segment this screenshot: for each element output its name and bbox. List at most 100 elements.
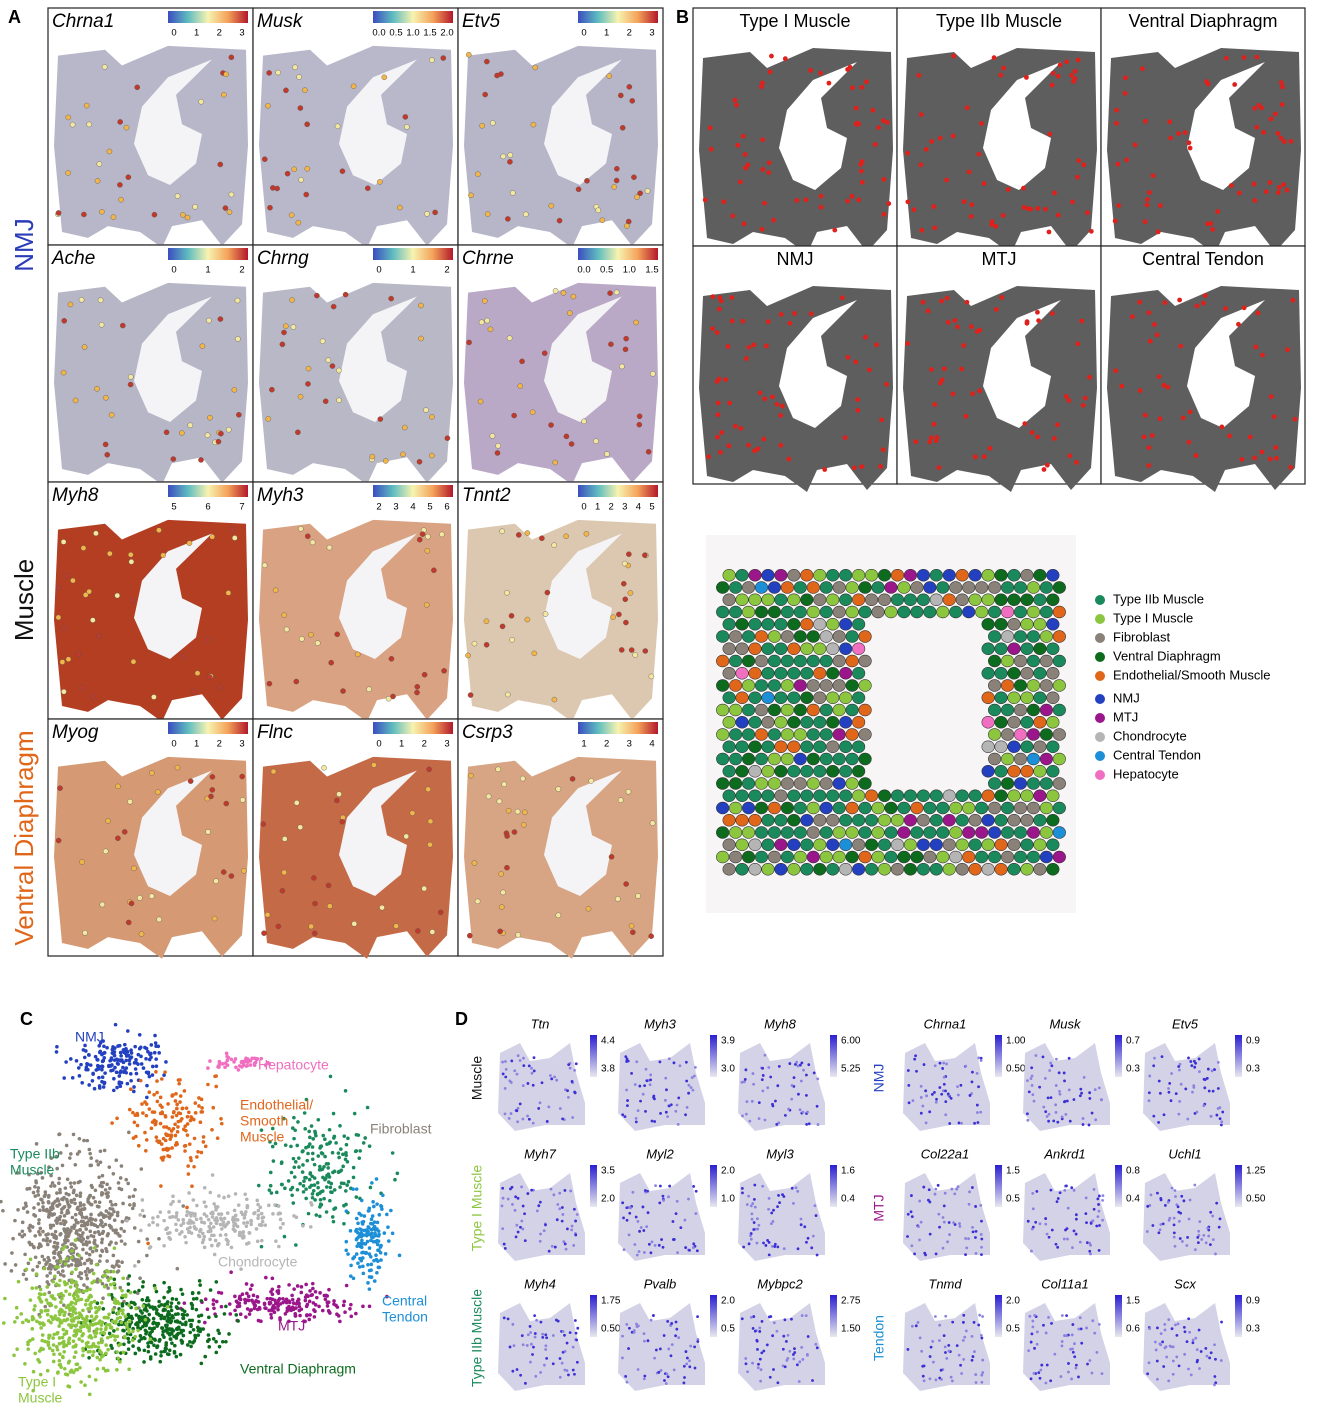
cell-point <box>232 1224 236 1228</box>
cell-point <box>89 1164 93 1168</box>
cell-point <box>274 1239 278 1243</box>
cell-point <box>37 1193 41 1197</box>
cell-point <box>91 1353 95 1357</box>
cell-point <box>329 1186 333 1190</box>
spot <box>1034 716 1047 728</box>
cell-point <box>145 1321 149 1325</box>
spot <box>507 336 512 341</box>
cell-point <box>96 1367 100 1371</box>
cell-point <box>103 1274 107 1278</box>
cell-point <box>50 1233 54 1237</box>
cell-point <box>653 1120 656 1123</box>
spot <box>650 821 655 826</box>
cell-point <box>246 1204 250 1208</box>
gene-panel: Csrp31234 <box>458 719 663 959</box>
umap-outline <box>618 1303 705 1391</box>
spot <box>975 802 988 814</box>
spot <box>716 851 729 863</box>
spot <box>218 162 223 167</box>
cell-point <box>167 1210 171 1214</box>
spot <box>839 594 852 606</box>
cell-point <box>501 1204 504 1207</box>
spot <box>930 839 943 851</box>
cell-point <box>153 1110 157 1114</box>
spot <box>111 215 116 220</box>
cell-point <box>545 1336 548 1339</box>
spot <box>484 619 489 624</box>
spot <box>801 790 814 802</box>
spot <box>904 839 917 851</box>
cell-point <box>141 1198 145 1202</box>
cell-point <box>799 1108 802 1111</box>
cell-point <box>1079 1241 1082 1244</box>
cell-point <box>1178 1113 1181 1116</box>
cell-point <box>692 1185 695 1188</box>
cell-point <box>121 1329 125 1333</box>
row-label: Muscle <box>9 559 39 641</box>
cell-point <box>332 1112 336 1116</box>
spot <box>1021 765 1034 777</box>
cell-point <box>153 1051 157 1055</box>
cell-point <box>211 1215 215 1219</box>
spot <box>109 412 114 417</box>
spot <box>956 839 969 851</box>
cell-point <box>338 1124 342 1128</box>
cell-point <box>167 1286 171 1290</box>
cell-point <box>186 1221 190 1225</box>
spot <box>525 617 530 622</box>
cell-point <box>377 1233 381 1237</box>
cell-point <box>198 1229 202 1233</box>
cell-point <box>141 1280 145 1284</box>
cell-point <box>1178 1220 1181 1223</box>
spot <box>1119 384 1124 389</box>
cell-point <box>227 1056 231 1060</box>
spot <box>539 536 544 541</box>
spot <box>762 790 775 802</box>
spot <box>988 827 1001 839</box>
cell-point <box>1044 1077 1047 1080</box>
spot <box>723 377 728 382</box>
gene-panel: Myh323456 <box>253 482 458 722</box>
spot <box>736 594 749 606</box>
cell-point <box>671 1343 674 1346</box>
cell-point <box>308 1178 312 1182</box>
cell-point <box>90 1301 94 1305</box>
cell-point <box>965 1246 968 1249</box>
spot <box>794 680 807 692</box>
cell-point <box>261 1220 265 1224</box>
cell-point <box>277 1204 281 1208</box>
cell-point <box>138 1316 142 1320</box>
cell-point <box>81 1354 85 1358</box>
spot <box>1021 618 1034 630</box>
cell-point <box>1194 1248 1197 1251</box>
cell-point <box>791 1187 794 1190</box>
spot <box>733 424 738 429</box>
spot <box>982 181 987 186</box>
cell-point <box>684 1246 687 1249</box>
spot <box>744 356 749 361</box>
cell-point <box>146 1242 150 1246</box>
cell-point <box>88 1240 92 1244</box>
colorbar-tick: 3 <box>444 739 449 750</box>
spot <box>988 655 1001 667</box>
cell-point <box>174 1223 178 1227</box>
cell-point <box>33 1352 37 1356</box>
spot <box>600 218 605 223</box>
cell-point <box>507 1318 510 1321</box>
cell-point <box>94 1218 98 1222</box>
cell-point <box>369 1268 373 1272</box>
spot <box>1115 162 1120 167</box>
spot <box>1047 643 1060 655</box>
spot <box>709 147 714 152</box>
cell-point <box>668 1057 671 1060</box>
cell-point <box>290 1171 294 1175</box>
cell-point <box>278 1297 282 1301</box>
cell-point <box>201 1232 205 1236</box>
cell-point <box>922 1186 925 1189</box>
cell-point <box>628 1212 631 1215</box>
colorbar <box>578 722 658 734</box>
cell-point <box>920 1085 923 1088</box>
tissue <box>259 46 453 248</box>
spot <box>235 336 240 341</box>
spot <box>188 779 193 784</box>
